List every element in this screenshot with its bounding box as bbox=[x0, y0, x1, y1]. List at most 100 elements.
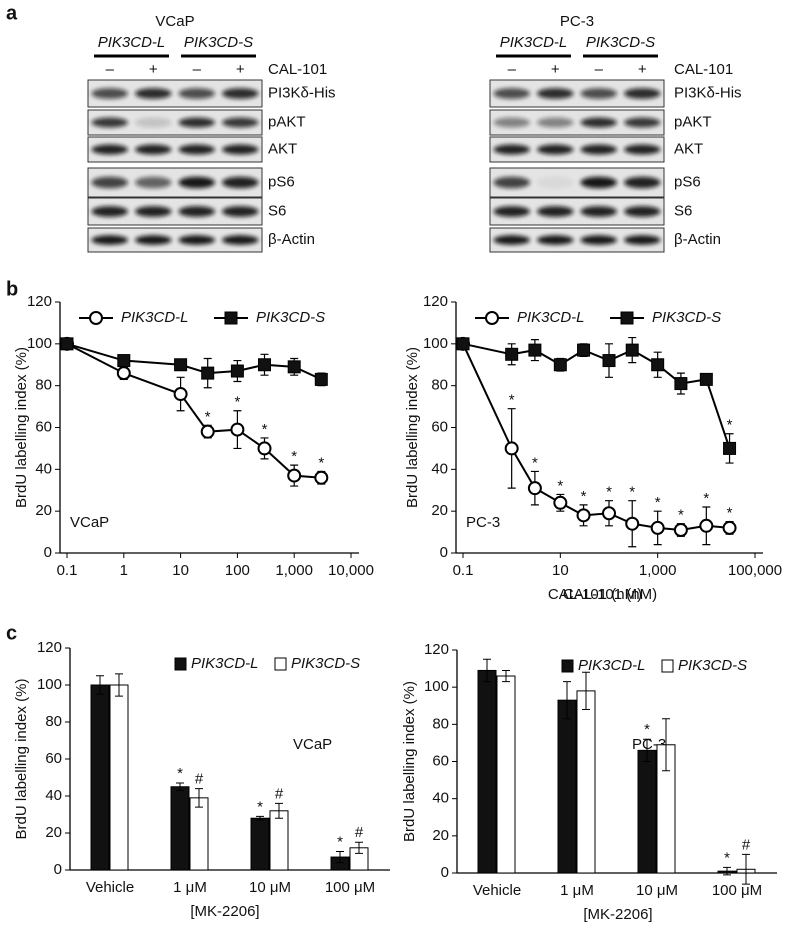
x-axis-label: [MK-2206] bbox=[190, 903, 259, 920]
inner-label: PC-3 bbox=[466, 514, 500, 531]
blot-band bbox=[134, 235, 172, 245]
y-tick-label: 100 bbox=[423, 335, 448, 352]
legend-swatch bbox=[174, 657, 187, 671]
x-tick-label: 1 μM bbox=[560, 882, 594, 899]
row-label: pS6 bbox=[674, 173, 701, 190]
legend-marker bbox=[89, 311, 103, 325]
blot-band bbox=[493, 176, 531, 189]
bar bbox=[90, 684, 110, 871]
significance-mark: * bbox=[532, 454, 538, 471]
significance-mark: * bbox=[606, 484, 612, 501]
blot-band bbox=[134, 206, 172, 217]
x-tick-label: 1 μM bbox=[173, 879, 207, 896]
legend-swatch bbox=[274, 657, 287, 671]
error-bar bbox=[275, 802, 283, 819]
significance-mark: * bbox=[727, 417, 733, 434]
error-bar bbox=[483, 658, 491, 683]
x-tick-label: 0.1 bbox=[453, 562, 474, 579]
significance-mark: * bbox=[509, 392, 515, 409]
blot-band bbox=[493, 144, 531, 155]
point bbox=[527, 481, 542, 496]
y-tick-label: 60 bbox=[431, 418, 448, 435]
blot-band bbox=[623, 235, 661, 245]
blot-band bbox=[221, 235, 259, 245]
lane-sign: – bbox=[508, 61, 517, 78]
y-tick-label: 0 bbox=[441, 864, 449, 881]
point bbox=[651, 358, 665, 372]
y-axis-label: BrdU labelling index (%) bbox=[13, 347, 30, 508]
lane-sign: – bbox=[595, 61, 604, 78]
y-tick-label: 60 bbox=[35, 418, 52, 435]
error-bar bbox=[563, 681, 571, 720]
blot-band bbox=[134, 144, 172, 155]
blot-band bbox=[178, 88, 216, 99]
x-tick-label: 1,000 bbox=[275, 562, 313, 579]
x-axis-label: CAL-101 (nM) bbox=[548, 586, 642, 603]
treatment-label: CAL-101 bbox=[674, 61, 733, 78]
point bbox=[674, 377, 688, 391]
point bbox=[200, 424, 215, 439]
blot-band bbox=[580, 206, 618, 217]
row-label: AKT bbox=[268, 140, 297, 157]
y-tick-label: 100 bbox=[424, 678, 449, 695]
group-label: PIK3CD-S bbox=[184, 34, 253, 51]
error-bar bbox=[662, 718, 670, 772]
row-label: β-Actin bbox=[268, 231, 315, 248]
blot-band bbox=[493, 235, 531, 245]
point bbox=[505, 347, 519, 361]
blot-band bbox=[536, 144, 574, 155]
legend-swatch bbox=[661, 659, 674, 673]
x-tick-label: 100 bbox=[225, 562, 250, 579]
point bbox=[602, 506, 616, 521]
blot-band bbox=[580, 117, 618, 128]
error-bar bbox=[336, 851, 344, 864]
x-tick-label: Vehicle bbox=[473, 882, 521, 899]
y-tick-label: 20 bbox=[45, 824, 62, 841]
point bbox=[174, 358, 188, 372]
legend-label: PIK3CD-L bbox=[578, 657, 646, 674]
point bbox=[625, 343, 639, 357]
blot-band bbox=[536, 117, 574, 128]
error-bar bbox=[115, 673, 123, 697]
error-bar bbox=[176, 782, 184, 791]
blot-band bbox=[178, 144, 216, 155]
point bbox=[699, 518, 714, 533]
y-axis-label: BrdU labelling index (%) bbox=[404, 347, 421, 508]
x-tick-label: 10 μM bbox=[636, 882, 678, 899]
y-tick-label: 100 bbox=[27, 335, 52, 352]
y-tick-label: 0 bbox=[44, 544, 52, 561]
blot-band bbox=[91, 117, 129, 128]
row-label: S6 bbox=[268, 202, 286, 219]
point bbox=[258, 358, 272, 372]
significance-mark: * bbox=[177, 765, 183, 782]
series-line bbox=[66, 342, 322, 479]
significance-mark: # bbox=[195, 771, 204, 788]
row-label: pS6 bbox=[268, 173, 295, 190]
x-axis-label: [MK-2206] bbox=[583, 906, 652, 923]
series-line bbox=[66, 342, 322, 381]
blot-band bbox=[580, 88, 618, 99]
x-tick-label: 10 bbox=[552, 562, 569, 579]
point bbox=[673, 522, 688, 537]
blot-band bbox=[91, 144, 129, 155]
point bbox=[230, 422, 245, 437]
blot-band bbox=[536, 176, 574, 189]
point bbox=[230, 364, 244, 378]
legend-marker bbox=[620, 311, 634, 325]
blot-band bbox=[493, 117, 531, 128]
y-tick-label: 40 bbox=[431, 460, 448, 477]
x-tick-label: Vehicle bbox=[86, 879, 134, 896]
blot-band bbox=[221, 206, 259, 217]
blot-band bbox=[493, 206, 531, 217]
significance-mark: * bbox=[318, 454, 324, 471]
y-tick-label: 100 bbox=[37, 676, 62, 693]
point bbox=[116, 366, 131, 381]
significance-mark: * bbox=[557, 477, 563, 494]
bar bbox=[189, 797, 209, 871]
blot-band bbox=[178, 206, 216, 217]
group-label: PIK3CD-L bbox=[98, 34, 166, 51]
error-bar bbox=[355, 841, 363, 854]
blot-band bbox=[178, 176, 216, 189]
legend-label: PIK3CD-S bbox=[652, 309, 721, 326]
error-bar bbox=[742, 853, 750, 885]
